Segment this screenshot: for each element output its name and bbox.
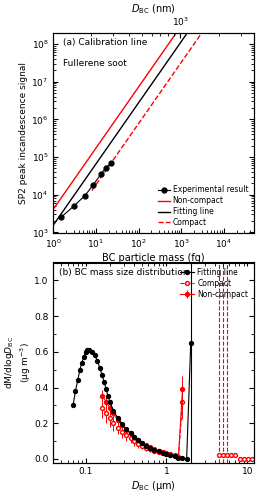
Fitting line: [78, 366, 81, 372]
Compact: [110, 160, 113, 166]
Fitting line: [169, 452, 172, 458]
Fitting line: [93, 352, 96, 358]
Compact: [154, 96, 158, 102]
Non-compact: [171, 35, 174, 41]
Fitting line: [105, 386, 108, 392]
Fitting line: [90, 349, 93, 355]
Fitting line: [120, 421, 123, 427]
Compact: [125, 432, 128, 438]
Compact: [120, 429, 123, 435]
Fitting line: [52, 222, 55, 228]
Experimental result: [99, 171, 103, 177]
Fitting line: [153, 446, 156, 452]
Fitting line: [181, 455, 184, 461]
Compact: [153, 448, 156, 454]
Fitting line: [165, 451, 168, 457]
Compact: [173, 453, 176, 459]
Compact: [108, 415, 112, 421]
Y-axis label: dM/dlog$D_{\mathrm{BC}}$
(μg m$^{-3}$): dM/dlog$D_{\mathrm{BC}}$ (μg m$^{-3}$): [3, 336, 33, 389]
Text: (b) BC mass size distribution: (b) BC mass size distribution: [60, 268, 189, 278]
Fitting line: [84, 349, 87, 355]
Line: Experimental result: Experimental result: [58, 161, 113, 220]
Compact: [165, 451, 168, 457]
Non-compact: [52, 206, 55, 212]
Line: Non-compact: Non-compact: [53, 0, 254, 209]
Compact: [129, 435, 132, 441]
Compact: [181, 399, 184, 405]
Fitting line: [137, 437, 140, 443]
Fitting line: [82, 354, 85, 360]
Fitting line: [171, 51, 174, 57]
Compact: [169, 452, 172, 458]
Compact: [137, 440, 140, 446]
Line: Fitting line: Fitting line: [71, 348, 189, 461]
Fitting line: [149, 445, 152, 451]
Fitting line: [173, 453, 176, 459]
Compact: [143, 112, 146, 118]
Fitting line: [140, 440, 144, 446]
X-axis label: $D_{\mathrm{BC}}$ (μm): $D_{\mathrm{BC}}$ (μm): [131, 479, 176, 493]
Fitting line: [96, 358, 99, 364]
Compact: [149, 446, 152, 452]
Fitting line: [103, 379, 106, 385]
Fitting line: [87, 347, 91, 353]
Fitting line: [112, 408, 115, 414]
Compact: [207, 20, 210, 26]
Compact: [208, 19, 211, 25]
Compact: [112, 420, 115, 426]
Line: Fitting line: Fitting line: [53, 0, 254, 225]
Fitting line: [133, 434, 136, 440]
Fitting line: [76, 378, 79, 384]
Experimental result: [59, 214, 62, 220]
Fitting line: [80, 360, 84, 366]
Fitting line: [86, 347, 89, 353]
Fitting line: [148, 84, 151, 90]
Line: Compact: Compact: [100, 400, 184, 459]
Experimental result: [104, 165, 107, 171]
Experimental result: [109, 160, 112, 166]
Non-compact: [147, 70, 150, 75]
Legend: Experimental result, Non-compact, Fitting line, Compact: Experimental result, Non-compact, Fittin…: [157, 184, 250, 228]
Fitting line: [129, 430, 132, 436]
X-axis label: $D_{\mathrm{BC}}$ (nm): $D_{\mathrm{BC}}$ (nm): [131, 2, 176, 16]
Fitting line: [98, 365, 101, 371]
Fitting line: [100, 372, 104, 378]
Compact: [140, 442, 144, 448]
Compact: [90, 188, 93, 194]
Fitting line: [107, 394, 110, 400]
Experimental result: [83, 192, 87, 198]
X-axis label: BC particle mass (fg): BC particle mass (fg): [102, 252, 205, 262]
Compact: [144, 444, 148, 450]
Compact: [192, 42, 195, 48]
Fitting line: [161, 450, 164, 456]
Fitting line: [125, 426, 128, 432]
Experimental result: [72, 203, 75, 209]
Fitting line: [108, 399, 112, 405]
Compact: [177, 454, 180, 460]
Fitting line: [160, 66, 163, 72]
Compact: [116, 424, 119, 430]
Compact: [133, 438, 136, 444]
Fitting line: [157, 448, 160, 454]
Text: Fullerene soot: Fullerene soot: [64, 58, 127, 68]
Fitting line: [74, 388, 77, 394]
Compact: [157, 449, 160, 455]
Text: (a) Calibration line: (a) Calibration line: [64, 38, 148, 48]
Compact: [105, 410, 108, 416]
Legend: Fitting line, Compact, Non-compact: Fitting line, Compact, Non-compact: [179, 266, 250, 300]
Experimental result: [91, 182, 95, 188]
Fitting line: [116, 415, 119, 421]
Fitting line: [147, 86, 150, 91]
Fitting line: [185, 456, 188, 462]
Non-compact: [148, 68, 151, 74]
Compact: [161, 450, 164, 456]
Y-axis label: SP2 peak incandescence signal: SP2 peak incandescence signal: [19, 62, 29, 204]
Compact: [100, 405, 104, 411]
Fitting line: [177, 454, 180, 460]
Non-compact: [160, 50, 163, 56]
Line: Compact: Compact: [92, 0, 254, 190]
Fitting line: [72, 402, 75, 408]
Fitting line: [144, 443, 148, 449]
